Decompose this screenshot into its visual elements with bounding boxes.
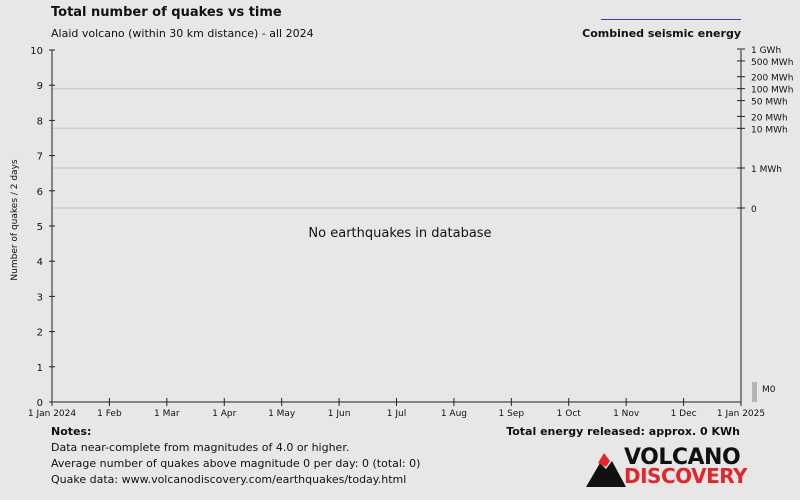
y-tick-label: 2 <box>37 328 43 339</box>
y-tick-label: 1 <box>37 363 43 374</box>
energy-tick-label: 200 MWh <box>751 74 793 84</box>
notes-title: Notes: <box>51 425 92 438</box>
energy-legend-line <box>601 19 741 20</box>
energy-tick-label: 0 <box>751 205 757 215</box>
x-tick-label: 1 Mar <box>154 409 180 419</box>
y-tick-label: 7 <box>37 152 43 163</box>
x-tick-label: 1 Jan 2025 <box>717 409 765 419</box>
energy-tick-label: 50 MWh <box>751 98 788 108</box>
chart-subtitle: Alaid volcano (within 30 km distance) - … <box>51 27 314 40</box>
x-tick-label: 1 Jan 2024 <box>28 409 76 419</box>
logo-text-discovery: DISCOVERY <box>624 464 748 488</box>
no-data-message: No earthquakes in database <box>308 226 492 241</box>
y-tick-label: 9 <box>37 81 43 92</box>
x-tick-label: 1 Sep <box>499 409 525 419</box>
volcano-discovery-logo: VOLCANO DISCOVERY <box>586 445 748 489</box>
y-tick-label: 8 <box>37 116 43 127</box>
x-tick-label: 1 Jun <box>328 409 351 419</box>
note-line: Quake data: www.volcanodiscovery.com/ear… <box>51 473 407 486</box>
y-tick-label: 10 <box>30 46 43 57</box>
energy-tick-label: 1 GWh <box>751 46 781 56</box>
magnitude-legend-bar <box>752 382 757 402</box>
chart-title: Total number of quakes vs time <box>51 5 282 20</box>
y-axis-label: Number of quakes / 2 days <box>10 159 20 281</box>
note-line: Data near-complete from magnitudes of 4.… <box>51 441 350 454</box>
total-energy-text: Total energy released: approx. 0 KWh <box>506 425 740 438</box>
note-line: Average number of quakes above magnitude… <box>51 457 421 470</box>
x-tick-label: 1 Feb <box>97 409 122 419</box>
y-tick-label: 3 <box>37 292 43 303</box>
logo-text-volcano: VOLCANO <box>624 445 741 470</box>
y-tick-label: 6 <box>37 187 43 198</box>
energy-tick-label: 100 MWh <box>751 86 793 96</box>
x-tick-label: 1 Nov <box>613 409 640 419</box>
x-tick-label: 1 May <box>268 409 296 419</box>
x-tick-label: 1 Oct <box>557 409 582 419</box>
x-tick-label: 1 Jul <box>387 409 406 419</box>
energy-tick-label: 20 MWh <box>751 113 788 123</box>
volcano-icon <box>586 453 626 487</box>
energy-tick-label: 10 MWh <box>751 125 788 135</box>
energy-tick-label: 500 MWh <box>751 58 793 68</box>
y-tick-label: 4 <box>37 257 43 268</box>
x-tick-label: 1 Apr <box>212 409 236 419</box>
y-tick-label: 5 <box>37 222 43 233</box>
x-tick-label: 1 Dec <box>671 409 697 419</box>
magnitude-legend-label: M0 <box>762 385 776 395</box>
y-tick-label: 0 <box>37 398 43 409</box>
energy-tick-label: 1 MWh <box>751 165 782 175</box>
energy-legend-label: Combined seismic energy <box>582 27 741 40</box>
x-tick-label: 1 Aug <box>441 409 467 419</box>
